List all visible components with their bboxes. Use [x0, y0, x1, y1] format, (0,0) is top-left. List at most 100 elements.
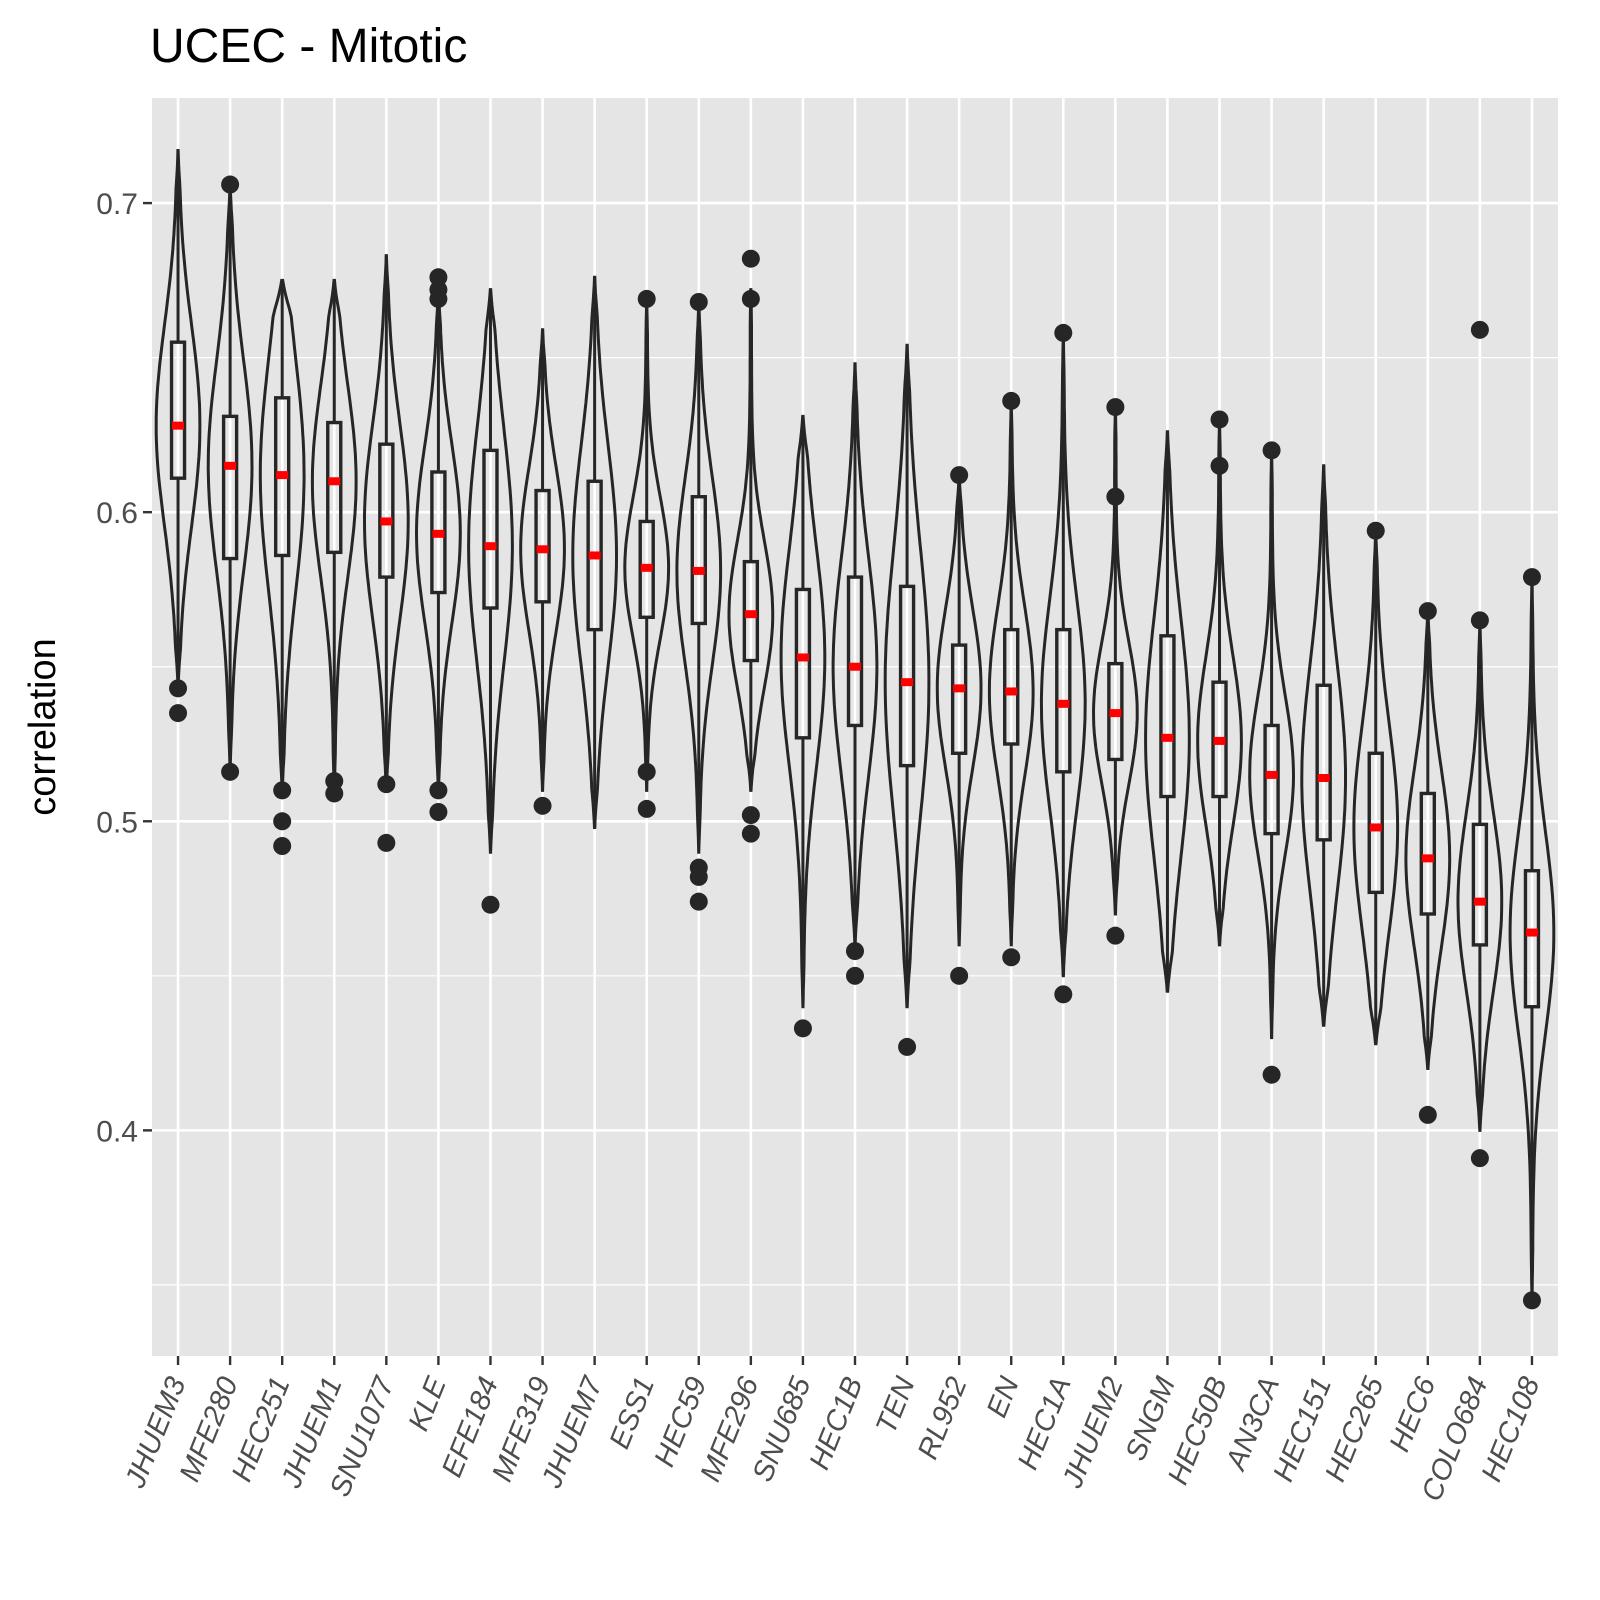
violin-group — [571, 275, 618, 829]
outlier-point — [689, 892, 708, 911]
violin-outline — [363, 254, 410, 792]
mean-marker — [224, 461, 237, 470]
outlier-point — [1106, 398, 1125, 417]
outlier-point — [429, 803, 448, 821]
outlier-point — [429, 268, 448, 287]
violin-group — [258, 278, 306, 855]
violin-group — [987, 391, 1035, 967]
outlier-point — [273, 781, 292, 800]
violin-outline — [519, 328, 566, 792]
outlier-point — [741, 289, 760, 308]
outlier-point — [325, 772, 344, 791]
outlier-point — [1418, 602, 1437, 621]
violin-group — [935, 466, 983, 985]
iqr-box — [1263, 723, 1280, 836]
violin-group — [363, 254, 410, 852]
mean-marker — [1265, 770, 1278, 779]
outlier-point — [377, 775, 396, 794]
mean-marker — [796, 653, 809, 662]
violin-group — [1508, 568, 1556, 1310]
x-tick-label: HEC6 — [1384, 1372, 1443, 1457]
iqr-box — [534, 488, 551, 604]
outlier-point — [273, 837, 292, 855]
outlier-point — [481, 895, 500, 914]
y-tick-label: 0.4 — [96, 1115, 138, 1148]
mean-marker — [380, 517, 393, 526]
y-axis: 0.4 0.5 0.6 0.7 — [96, 188, 152, 1148]
violin-group — [519, 328, 566, 815]
outlier-point — [637, 799, 656, 818]
violin-group — [1091, 398, 1139, 945]
iqr-box — [586, 479, 603, 632]
outlier-point — [637, 289, 656, 308]
outlier-point — [325, 784, 344, 803]
outlier-point — [1262, 441, 1281, 460]
outlier-point — [273, 812, 292, 831]
iqr-box — [1471, 822, 1489, 947]
iqr-box — [1159, 634, 1176, 799]
iqr-box — [1003, 627, 1020, 746]
violin-group — [414, 268, 462, 821]
iqr-box — [482, 448, 499, 610]
iqr-box — [742, 559, 760, 663]
outlier-point — [169, 679, 188, 698]
outlier-point — [741, 249, 760, 268]
violin-group — [467, 288, 514, 914]
iqr-box — [898, 584, 916, 768]
y-tick-label: 0.6 — [96, 497, 138, 530]
outlier-point — [1002, 948, 1021, 967]
outlier-point — [637, 762, 656, 781]
iqr-box — [326, 420, 343, 555]
outlier-point — [1054, 985, 1073, 1004]
violin-group — [1248, 441, 1296, 1084]
outlier-point — [377, 833, 396, 852]
iqr-box — [1367, 751, 1384, 895]
x-tick-label: EN — [981, 1373, 1026, 1422]
iqr-box — [1055, 627, 1072, 774]
mean-marker — [1109, 709, 1122, 718]
iqr-box — [430, 470, 447, 595]
outlier-point — [1366, 521, 1385, 540]
iqr-box — [1107, 661, 1124, 762]
violin-group — [1039, 323, 1087, 1004]
mean-marker — [1473, 897, 1486, 906]
outlier-point — [898, 1037, 917, 1056]
violin-outline — [467, 288, 514, 854]
mean-marker — [849, 662, 861, 671]
outlier-point — [689, 293, 708, 311]
violin-group — [1300, 464, 1347, 1027]
iqr-box — [1419, 791, 1437, 916]
violins — [154, 149, 1556, 1310]
violin-outline — [727, 288, 775, 792]
outlier-point — [1418, 1105, 1437, 1124]
violin-group — [831, 362, 879, 985]
outlier-point — [1522, 1291, 1541, 1310]
violin-outline — [831, 362, 879, 947]
iqr-box — [1211, 680, 1228, 799]
outlier-point — [533, 796, 552, 815]
violin-group — [206, 175, 254, 781]
x-tick-label: TEN — [870, 1373, 921, 1439]
outlier-point — [1106, 926, 1125, 945]
outlier-point — [429, 289, 448, 308]
outlier-point — [846, 942, 864, 961]
iqr-box — [950, 643, 968, 755]
violin-group — [1404, 602, 1452, 1124]
outlier-point — [1002, 391, 1021, 410]
outlier-point — [741, 824, 760, 843]
violin-outline — [154, 149, 202, 687]
mean-marker — [1421, 854, 1434, 863]
mean-marker — [432, 529, 445, 538]
outlier-point — [1262, 1065, 1281, 1084]
mean-marker — [1005, 687, 1018, 696]
iqr-box — [690, 495, 707, 626]
iqr-box — [1523, 869, 1541, 1009]
mean-marker — [536, 545, 549, 554]
outlier-point — [741, 806, 760, 825]
mean-marker — [640, 563, 653, 572]
x-tick-label: ESS1 — [604, 1373, 661, 1454]
outlier-point — [1470, 320, 1489, 339]
